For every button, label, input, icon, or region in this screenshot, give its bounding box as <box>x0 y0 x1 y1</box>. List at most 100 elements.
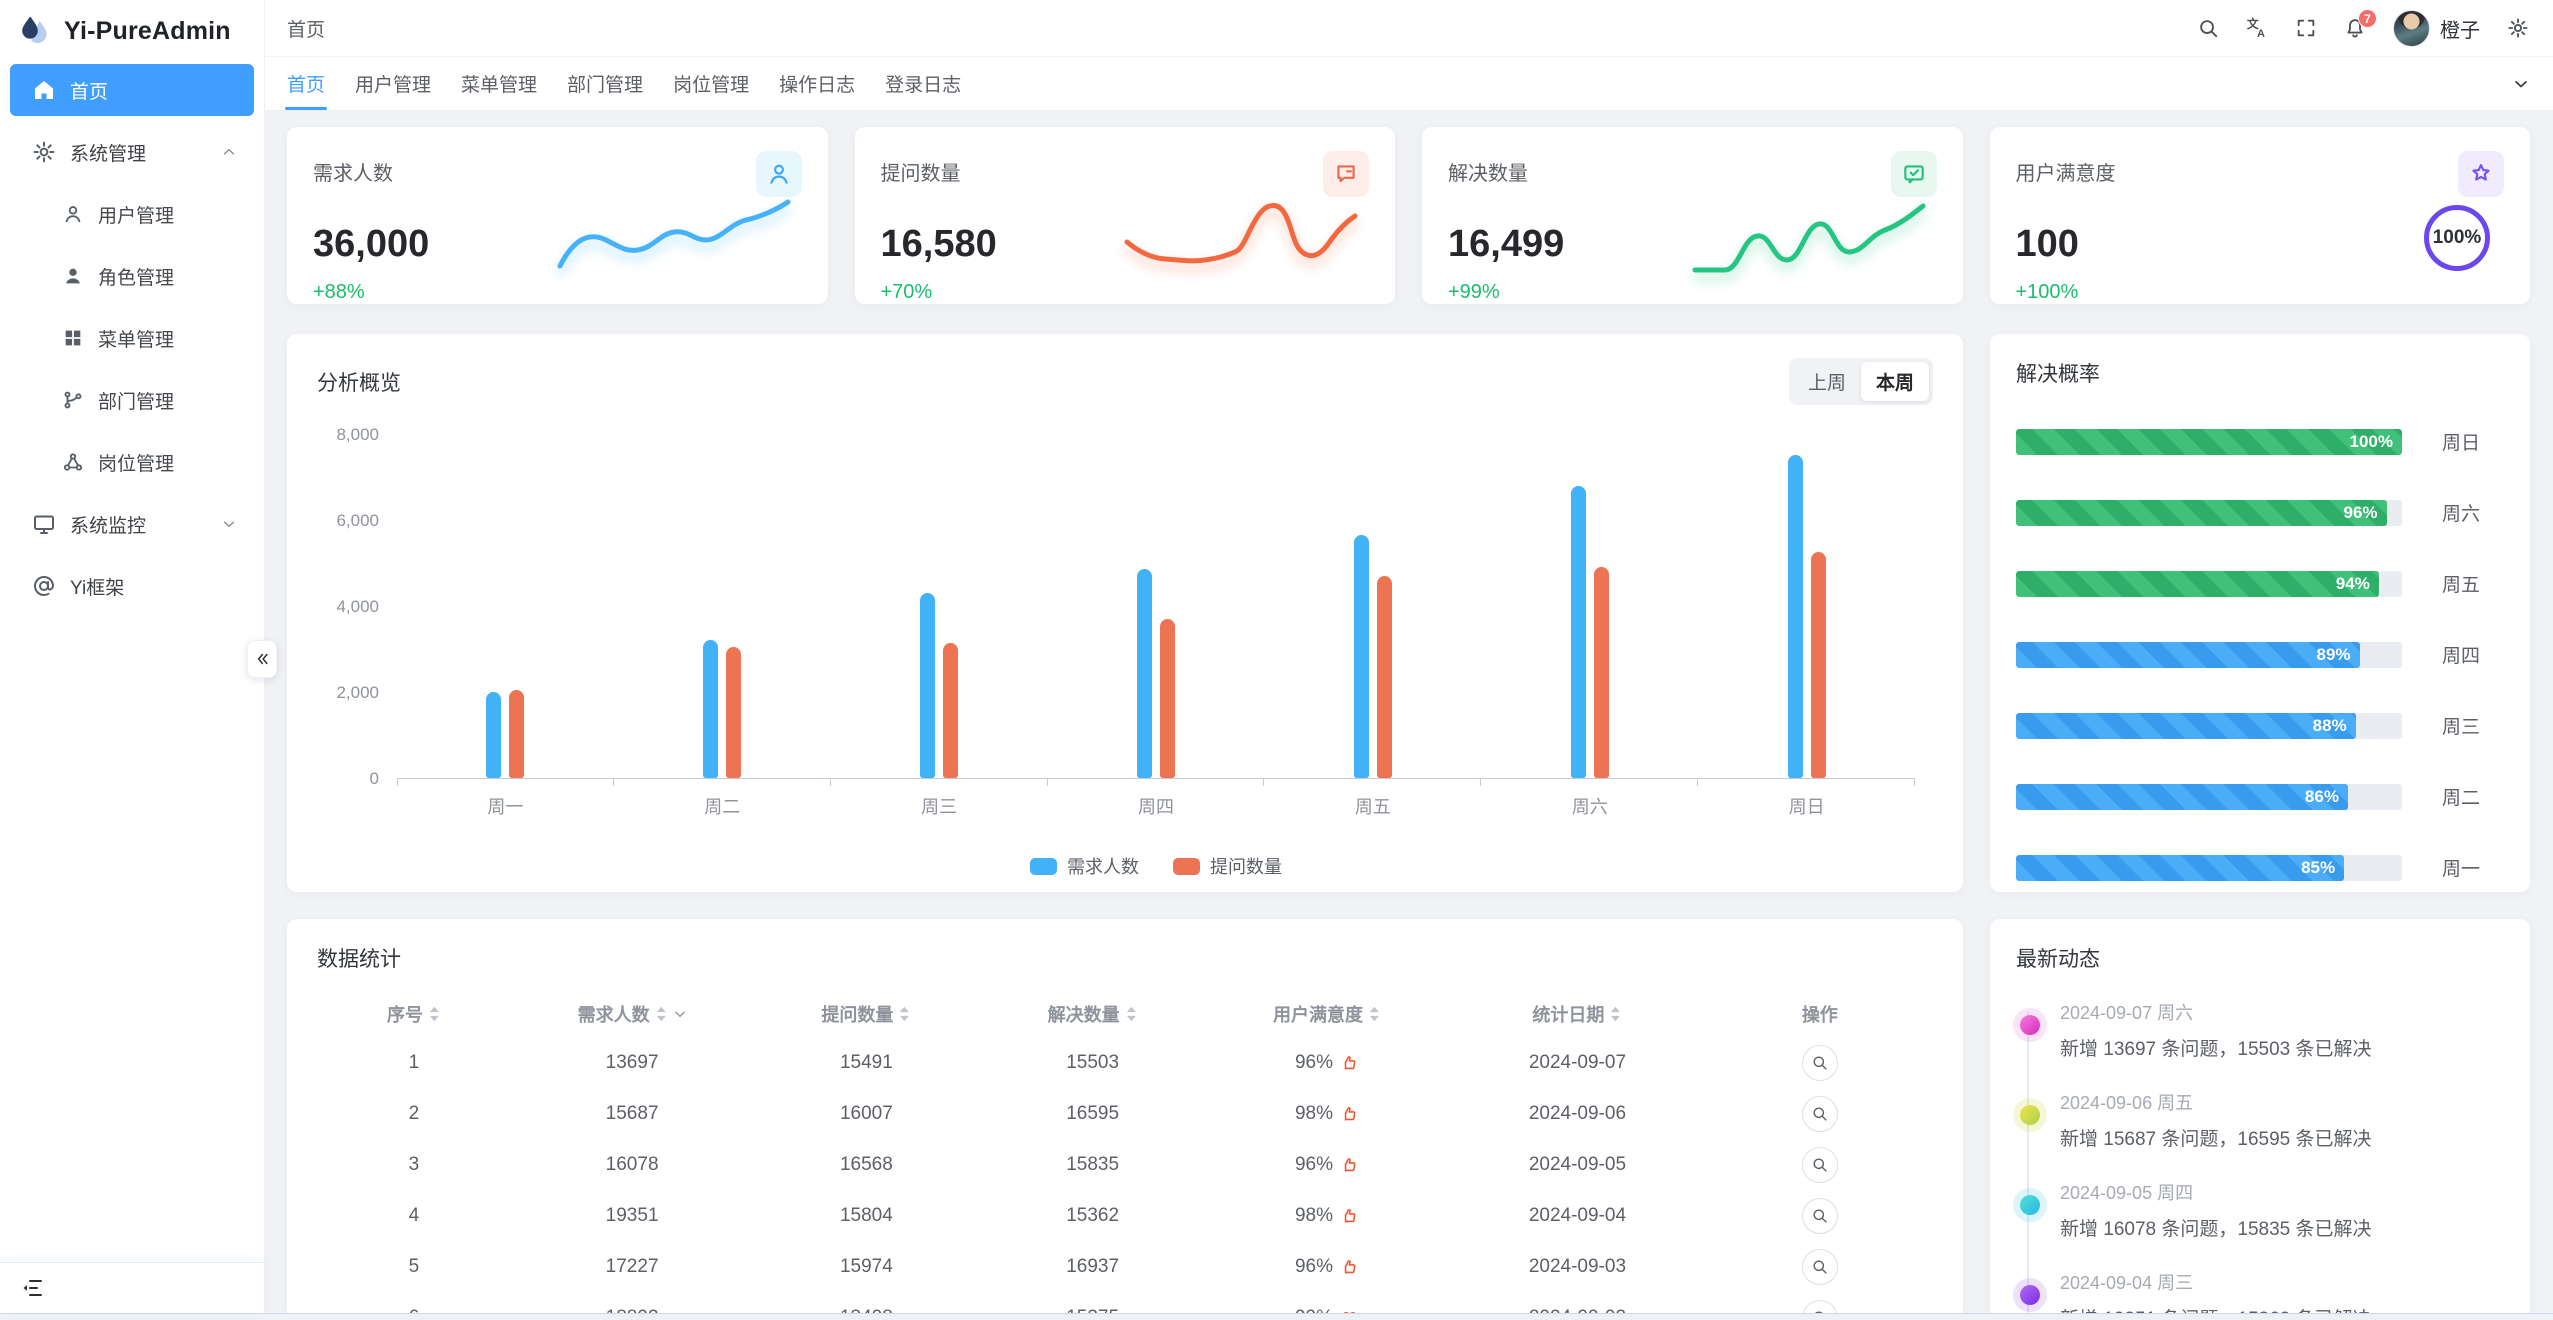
sidebar-item-首页[interactable]: 首页 <box>10 64 254 116</box>
settings-icon[interactable] <box>2507 17 2529 39</box>
row-view-button[interactable] <box>1801 1248 1838 1285</box>
sort-carets-icon[interactable] <box>1125 1004 1138 1024</box>
table-cell: 3 <box>408 1153 420 1175</box>
sidebar-item-label: 部门管理 <box>98 391 175 413</box>
tab-首页[interactable]: 首页 <box>272 57 340 110</box>
stat-card-title: 解决数量 <box>1448 163 1528 185</box>
chart-x-axis: 周一 周二 周三 周四 周五 周六 周日 <box>397 793 1915 819</box>
table-cell: 2024-09-04 <box>1528 1204 1627 1226</box>
tabs-dropdown-icon[interactable] <box>2511 74 2531 94</box>
thumb-icon <box>1340 1257 1359 1276</box>
table-cell <box>1707 1095 1933 1132</box>
progress-day-label: 周五 <box>2442 575 2481 596</box>
row-view-button[interactable] <box>1801 1044 1838 1081</box>
tab-用户管理[interactable]: 用户管理 <box>355 75 432 96</box>
stat-sparkline <box>1689 190 1929 280</box>
satisfaction-value: 98% <box>1294 1204 1333 1226</box>
table-cell <box>1707 1146 1933 1183</box>
solve-rate-row-周一: 85% 周一 <box>2016 854 2504 881</box>
progress-track: 89% <box>2016 641 2402 668</box>
solve-rate-card: 解决概率 100% 周日 96% 周六 94% 周五 89% 周四 88% 周三 86% 周二 85% 周… <box>1990 334 2530 892</box>
toggle-上周[interactable]: 上周 <box>1807 373 1846 394</box>
table-row: 2 15687 16007 16595 98% 2024-09-06 <box>317 1088 1933 1139</box>
column-header-需求人数[interactable]: 需求人数 <box>511 1001 753 1027</box>
fullscreen-icon[interactable] <box>2295 17 2317 39</box>
solve-rate-title: 解决概率 <box>2016 363 2100 386</box>
sort-carets-icon[interactable] <box>1368 1004 1381 1024</box>
thumb-icon <box>1340 1053 1359 1072</box>
sort-carets-icon[interactable] <box>428 1004 441 1024</box>
column-header-统计日期[interactable]: 统计日期 <box>1448 1001 1707 1027</box>
progress-fill: 94% <box>2016 570 2379 597</box>
timeline-item: 2024-09-05 周四 新增 16078 条问题，15835 条已解决 <box>2018 1179 2504 1241</box>
tab-菜单管理[interactable]: 菜单管理 <box>461 75 538 96</box>
filter-chevron-icon[interactable] <box>673 1007 687 1021</box>
column-header-操作[interactable]: 操作 <box>1707 1001 1933 1027</box>
table-cell: 96% <box>1206 1154 1448 1176</box>
user-menu[interactable]: 橙子 <box>2393 9 2480 47</box>
row-view-button[interactable] <box>1801 1146 1838 1183</box>
tab-登录日志[interactable]: 登录日志 <box>885 75 962 96</box>
column-header-用户满意度[interactable]: 用户满意度 <box>1206 1001 1448 1027</box>
sidebar-item-部门管理[interactable]: 部门管理 <box>10 374 254 426</box>
news-card: 最新动态 2024-09-07 周六 新增 13697 条问题，15503 条已解… <box>1990 919 2530 1319</box>
progress-day-label: 周一 <box>2442 859 2481 880</box>
progress-track: 88% <box>2016 712 2402 739</box>
sort-carets-icon[interactable] <box>655 1004 668 1024</box>
stat-card-header: 需求人数 <box>313 151 802 197</box>
bar-需求人数 <box>920 593 936 778</box>
bar-提问数量 <box>726 647 742 778</box>
sidebar-collapse-button[interactable] <box>247 640 277 678</box>
search-icon[interactable] <box>2197 17 2219 39</box>
legend-item-提问数量[interactable]: 提问数量 <box>1173 853 1282 879</box>
bar-group-周二 <box>614 435 831 786</box>
progress-track: 94% <box>2016 570 2402 597</box>
sort-carets-icon[interactable] <box>898 1004 911 1024</box>
column-header-提问数量[interactable]: 提问数量 <box>753 1001 979 1027</box>
menu-fold-icon[interactable] <box>20 1276 44 1300</box>
progress-fill: 85% <box>2016 854 2345 881</box>
bar-需求人数 <box>1353 535 1369 778</box>
timeline-item: 2024-09-06 周五 新增 15687 条问题，16595 条已解决 <box>2018 1089 2504 1151</box>
table-cell: 6 <box>317 1307 511 1320</box>
sidebar-item-系统监控[interactable]: 系统监控 <box>10 498 254 550</box>
sidebar-item-系统管理[interactable]: 系统管理 <box>10 126 254 178</box>
sort-carets-icon[interactable] <box>1609 1004 1622 1024</box>
solve-rate-row-周四: 89% 周四 <box>2016 641 2504 668</box>
bar-group-周一 <box>397 435 614 786</box>
toggle-本周[interactable]: 本周 <box>1860 362 1929 401</box>
progress-fill: 89% <box>2016 641 2360 668</box>
tab-部门管理[interactable]: 部门管理 <box>567 75 644 96</box>
tab-岗位管理[interactable]: 岗位管理 <box>673 75 750 96</box>
column-header-序号[interactable]: 序号 <box>317 1001 511 1027</box>
sidebar-item-label: 系统管理 <box>70 143 147 165</box>
notifications-button[interactable]: 7 <box>2344 9 2377 39</box>
column-header-label: 需求人数 <box>577 1005 650 1025</box>
sidebar-item-用户管理[interactable]: 用户管理 <box>10 188 254 240</box>
timeline-text: 新增 16078 条问题，15835 条已解决 <box>2060 1219 2372 1240</box>
magnifier-icon <box>1811 1207 1828 1224</box>
y-tick-label: 0 <box>369 769 379 788</box>
solve-rate-row-周六: 96% 周六 <box>2016 499 2504 526</box>
sidebar-item-Yi框架[interactable]: Yi框架 <box>10 560 254 612</box>
table-cell: 15835 <box>1066 1153 1120 1175</box>
sidebar-item-角色管理[interactable]: 角色管理 <box>10 250 254 302</box>
tab-操作日志[interactable]: 操作日志 <box>779 75 856 96</box>
row-view-button[interactable] <box>1801 1095 1838 1132</box>
table-row: 1 13697 15491 15503 96% 2024-09-07 <box>317 1037 1933 1088</box>
x-tick-label: 周五 <box>1354 797 1391 817</box>
logo[interactable]: Yi-PureAdmin <box>0 0 264 62</box>
sidebar-item-label: 首页 <box>70 81 109 103</box>
stat-user-icon <box>755 151 802 197</box>
breadcrumb-item[interactable]: 首页 <box>287 19 326 41</box>
table-cell <box>1707 1044 1933 1081</box>
table-cell: 16007 <box>839 1102 893 1124</box>
sidebar-item-岗位管理[interactable]: 岗位管理 <box>10 436 254 488</box>
row-view-button[interactable] <box>1801 1197 1838 1234</box>
sidebar-item-菜单管理[interactable]: 菜单管理 <box>10 312 254 364</box>
legend-item-需求人数[interactable]: 需求人数 <box>1030 853 1139 879</box>
column-header-解决数量[interactable]: 解决数量 <box>980 1001 1206 1027</box>
